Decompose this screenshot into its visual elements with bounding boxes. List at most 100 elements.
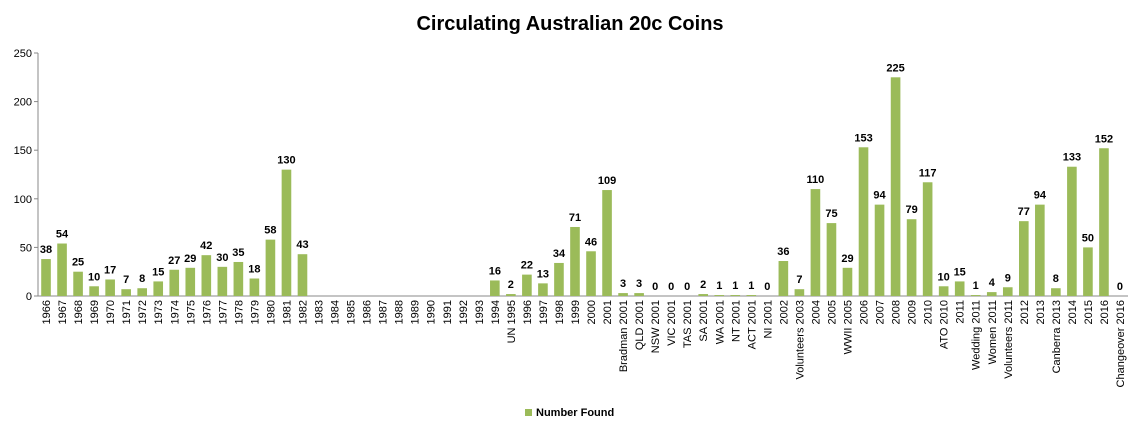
bar — [922, 182, 933, 296]
x-tick-label: 1982 — [297, 300, 309, 324]
bar — [970, 295, 981, 296]
bar — [41, 259, 51, 296]
value-label: 30 — [216, 252, 228, 264]
x-tick-label: 1985 — [346, 300, 358, 324]
bar — [954, 281, 965, 296]
x-tick-label: 2001 — [602, 300, 614, 324]
value-label: 34 — [553, 248, 566, 260]
value-label: 130 — [277, 155, 295, 167]
bar — [842, 267, 853, 296]
value-label: 0 — [1117, 281, 1123, 293]
value-label: 10 — [88, 271, 100, 283]
value-label: 35 — [232, 247, 244, 259]
value-label: 94 — [873, 190, 886, 202]
value-label: 43 — [296, 239, 308, 251]
value-label: 46 — [585, 236, 597, 248]
value-label: 29 — [841, 253, 853, 265]
x-tick-label: 1969 — [89, 300, 101, 324]
bar — [554, 262, 564, 296]
value-label: 71 — [569, 212, 581, 224]
bar — [169, 269, 180, 296]
bar — [906, 219, 917, 296]
value-label: 75 — [825, 208, 837, 220]
bar — [778, 261, 789, 296]
x-tick-label: 1975 — [185, 300, 197, 324]
x-tick-label: TAS 2001 — [682, 300, 694, 348]
value-label: 8 — [139, 273, 145, 285]
x-tick-label: 1976 — [201, 300, 213, 324]
x-tick-label: 1998 — [554, 300, 566, 324]
bar — [538, 283, 548, 296]
x-tick-label: 2011 — [955, 300, 967, 324]
x-tick-label: 1977 — [217, 300, 229, 324]
bar — [89, 286, 99, 296]
value-label: 7 — [123, 274, 129, 286]
x-tick-label: 1988 — [394, 300, 406, 324]
x-tick-label: NI 2001 — [762, 300, 774, 339]
x-tick-label: 1990 — [426, 300, 438, 324]
value-label: 7 — [796, 274, 802, 286]
value-label: 18 — [248, 264, 260, 276]
x-tick-label: NT 2001 — [730, 300, 742, 342]
bar — [1002, 287, 1013, 296]
bar — [618, 293, 628, 296]
x-tick-label: 1986 — [362, 300, 374, 324]
x-tick-label: 1991 — [442, 300, 454, 324]
bar — [217, 266, 228, 296]
value-label: 2 — [508, 279, 514, 291]
bar — [121, 289, 131, 296]
bar — [265, 239, 276, 296]
value-label: 0 — [652, 281, 658, 293]
value-label: 10 — [938, 271, 950, 283]
value-label: 0 — [684, 281, 690, 293]
bar — [634, 293, 644, 296]
value-label: 4 — [989, 277, 996, 289]
value-label: 1 — [748, 280, 754, 292]
bar — [1083, 247, 1093, 296]
value-label: 1 — [973, 280, 979, 292]
x-tick-label: 2008 — [891, 300, 903, 324]
x-tick-label: 1974 — [169, 300, 181, 324]
value-label: 16 — [489, 265, 501, 277]
bar — [185, 267, 196, 296]
bar — [297, 254, 308, 296]
value-label: 153 — [854, 132, 872, 144]
bar — [874, 204, 885, 296]
x-tick-label: 2002 — [778, 300, 790, 324]
x-tick-label: 1972 — [137, 300, 149, 324]
bar — [810, 189, 821, 296]
x-tick-label: 1989 — [410, 300, 422, 324]
x-tick-label: 1996 — [522, 300, 534, 324]
x-tick-label: VIC 2001 — [666, 300, 678, 346]
x-tick-label: 1999 — [570, 300, 582, 324]
bar — [281, 169, 292, 296]
bar — [233, 261, 244, 296]
x-tick-label: 1993 — [474, 300, 486, 324]
bar — [506, 294, 516, 296]
bar — [522, 274, 532, 296]
x-tick-label: NSW 2001 — [650, 300, 662, 353]
value-label: 42 — [200, 240, 212, 252]
x-tick-label: 1970 — [105, 300, 117, 324]
value-label: 8 — [1053, 273, 1059, 285]
bar — [986, 292, 997, 296]
value-label: 3 — [636, 278, 642, 290]
y-tick-label: 200 — [14, 97, 32, 109]
x-tick-label: 1968 — [73, 300, 85, 324]
legend-swatch — [525, 409, 532, 416]
x-tick-label: WA 2001 — [714, 300, 726, 344]
value-label: 117 — [919, 167, 937, 179]
x-tick-label: 2010 — [923, 300, 935, 324]
x-tick-label: Bradman 2001 — [618, 300, 630, 372]
bar — [794, 289, 805, 296]
value-label: 109 — [598, 175, 616, 187]
value-label: 25 — [72, 257, 84, 269]
x-tick-label: 2014 — [1067, 300, 1079, 324]
bar — [490, 280, 500, 296]
y-tick-label: 0 — [26, 291, 32, 303]
x-tick-label: 1979 — [249, 300, 261, 324]
value-label: 133 — [1063, 152, 1081, 164]
bar — [105, 279, 115, 296]
x-tick-label: 1967 — [57, 300, 69, 324]
